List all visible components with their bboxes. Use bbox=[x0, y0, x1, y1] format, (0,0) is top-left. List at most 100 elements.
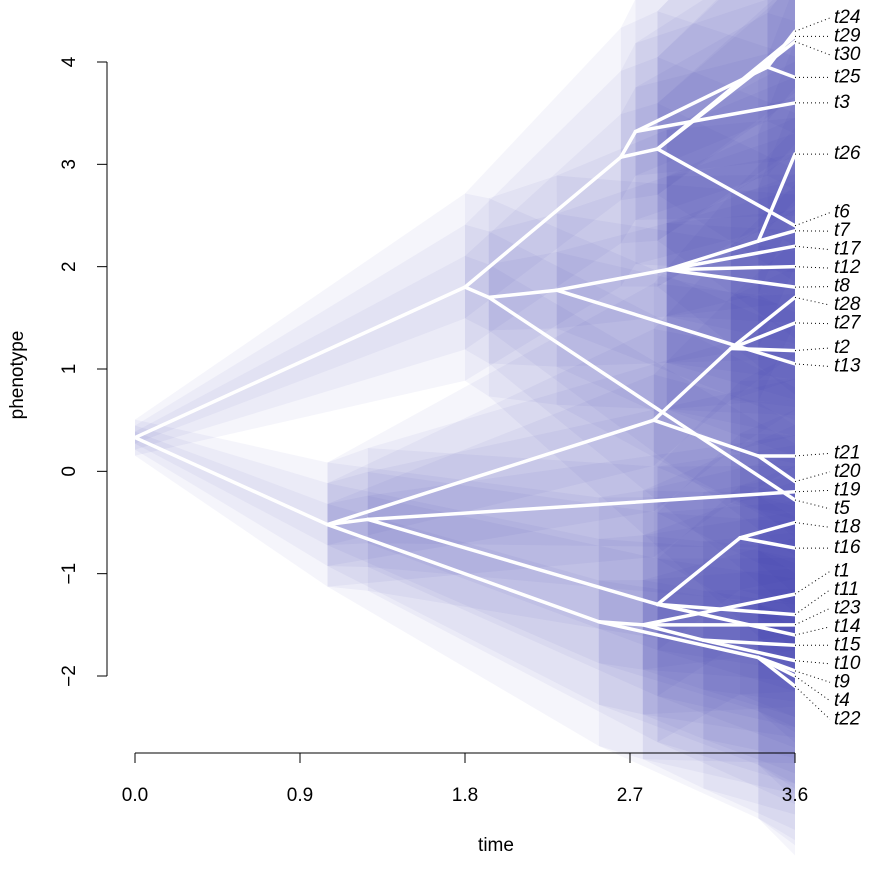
y-tick-label: 2 bbox=[59, 261, 80, 272]
uncertainty bbox=[620, 57, 658, 244]
tip-label: t22 bbox=[834, 708, 861, 729]
uncertainty bbox=[488, 231, 795, 613]
branch bbox=[729, 321, 797, 351]
branch bbox=[652, 418, 761, 458]
uncertainty bbox=[135, 224, 465, 450]
uncertainty bbox=[703, 532, 795, 759]
uncertainty bbox=[327, 483, 599, 705]
tip-leader bbox=[794, 471, 831, 483]
uncertainty bbox=[657, 381, 740, 743]
branch bbox=[756, 229, 797, 243]
branch bbox=[756, 454, 797, 484]
uncertainty bbox=[758, 295, 795, 651]
branch bbox=[655, 602, 797, 637]
uncertainty bbox=[135, 419, 328, 587]
uncertainty bbox=[657, 0, 795, 241]
uncertainty bbox=[465, 114, 621, 319]
branch bbox=[664, 267, 797, 289]
branch bbox=[619, 147, 660, 159]
tip-label: t23 bbox=[834, 597, 861, 618]
tip-label: t8 bbox=[834, 276, 850, 297]
y-tick-label: −2 bbox=[59, 665, 80, 687]
uncertainty bbox=[657, 0, 795, 241]
uncertainty bbox=[703, 476, 795, 815]
uncertainty bbox=[666, 77, 795, 416]
branch bbox=[655, 39, 797, 151]
tip-label: t9 bbox=[834, 671, 850, 692]
x-tick-label: 0.9 bbox=[287, 785, 313, 806]
tip-leader bbox=[794, 522, 831, 528]
branch bbox=[765, 65, 797, 80]
branch bbox=[366, 517, 660, 607]
tip-leader bbox=[794, 675, 831, 702]
tip-label: t17 bbox=[834, 239, 862, 260]
uncertainty bbox=[666, 189, 795, 317]
uncertainty bbox=[767, 0, 795, 122]
uncertainty bbox=[635, 46, 795, 176]
uncertainty bbox=[620, 11, 658, 287]
uncertainty bbox=[740, 409, 795, 643]
branch bbox=[554, 288, 797, 366]
tip-label: t30 bbox=[834, 44, 861, 65]
branch bbox=[738, 536, 797, 550]
tip-leader bbox=[794, 347, 831, 352]
tip-label: t10 bbox=[834, 653, 861, 674]
uncertainty bbox=[465, 193, 489, 397]
tip-label: t25 bbox=[834, 66, 861, 87]
branch bbox=[325, 418, 656, 527]
tip-label: t7 bbox=[834, 220, 851, 241]
branch bbox=[633, 101, 797, 134]
uncertainty bbox=[730, 153, 795, 504]
uncertainty bbox=[666, 187, 759, 317]
uncertainty bbox=[730, 266, 795, 401]
tip-label: t28 bbox=[834, 294, 861, 315]
uncertainty bbox=[740, 485, 795, 605]
branch bbox=[729, 295, 797, 351]
branch bbox=[366, 490, 797, 522]
uncertainty bbox=[635, 0, 795, 221]
y-tick-label: 1 bbox=[59, 364, 80, 375]
tip-label: t4 bbox=[834, 690, 850, 711]
tip-label: t24 bbox=[834, 7, 860, 28]
uncertainty bbox=[635, 12, 768, 176]
uncertainty bbox=[657, 512, 795, 748]
tip-leader bbox=[794, 322, 831, 325]
tip-label: t20 bbox=[834, 461, 861, 482]
tip-leader bbox=[794, 296, 831, 306]
branch bbox=[133, 285, 467, 440]
branch bbox=[325, 522, 601, 624]
branch bbox=[701, 638, 797, 663]
uncertainty bbox=[556, 176, 667, 367]
branch bbox=[597, 620, 761, 660]
tip-label: t26 bbox=[834, 143, 861, 164]
tip-label: t29 bbox=[834, 25, 861, 46]
branch bbox=[655, 536, 742, 607]
y-tick-label: 0 bbox=[59, 466, 80, 477]
uncertainty bbox=[598, 580, 759, 712]
branch bbox=[664, 264, 797, 272]
tip-label: t16 bbox=[834, 537, 861, 558]
branch bbox=[756, 152, 797, 243]
uncertainty bbox=[657, 11, 795, 395]
tip-leader bbox=[794, 17, 831, 32]
tip-leader bbox=[794, 266, 831, 269]
tip-label: t6 bbox=[834, 202, 850, 223]
uncertainty bbox=[465, 27, 621, 381]
tip-leader bbox=[794, 660, 831, 665]
uncertainty bbox=[556, 129, 667, 410]
branch bbox=[641, 623, 706, 642]
uncertainty bbox=[730, 128, 795, 504]
uncertainty bbox=[556, 252, 795, 421]
tip-leader bbox=[794, 626, 831, 636]
uncertainty bbox=[135, 255, 465, 444]
tip-leader bbox=[794, 489, 831, 493]
tip-label: t19 bbox=[834, 479, 861, 500]
uncertainty bbox=[730, 210, 795, 452]
tip-leader bbox=[794, 245, 831, 251]
branch bbox=[641, 592, 797, 627]
x-tick-label: 3.6 bbox=[782, 785, 808, 806]
tip-leader bbox=[794, 570, 831, 595]
tip-label: t27 bbox=[834, 313, 862, 334]
x-tick-label: 1.8 bbox=[452, 785, 478, 806]
